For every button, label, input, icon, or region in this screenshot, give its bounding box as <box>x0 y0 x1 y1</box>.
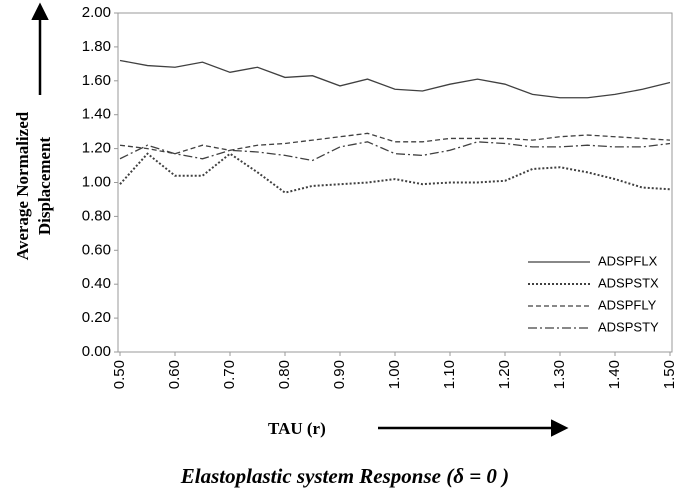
series-line <box>119 152 671 194</box>
legend-label: ADSPSTY <box>598 319 659 334</box>
x-tick-label: 0.50 <box>111 360 128 389</box>
y-tick-label: 1.40 <box>82 106 111 123</box>
plot-frame <box>117 12 673 353</box>
y-tick-label: 1.80 <box>82 38 111 55</box>
x-tick-label: 1.00 <box>386 360 403 389</box>
y-tick-label: 2.00 <box>82 4 111 21</box>
x-axis-label: TAU (r) <box>268 419 326 438</box>
x-tick-label: 0.80 <box>276 360 293 389</box>
x-tick-label: 0.90 <box>331 360 348 389</box>
y-tick-label: 1.00 <box>82 173 111 190</box>
legend-label: ADSPSTX <box>598 275 659 290</box>
x-tick-label: 1.30 <box>551 360 568 389</box>
x-tick-label: 1.10 <box>441 360 458 389</box>
y-tick-label: 0.60 <box>82 241 111 258</box>
y-tick-label: 1.60 <box>82 72 111 89</box>
x-tick-label: 0.60 <box>166 360 183 389</box>
y-axis-label: Average Normalized <box>13 111 32 260</box>
y-tick-label: 1.20 <box>82 140 111 157</box>
legend-label: ADSPFLX <box>598 253 658 268</box>
y-tick-label: 0.80 <box>82 207 111 224</box>
y-tick-label: 0.00 <box>82 343 111 360</box>
x-tick-label: 0.70 <box>221 360 238 389</box>
y-tick-label: 0.40 <box>82 275 111 292</box>
series-line <box>119 59 671 99</box>
x-tick-label: 1.20 <box>496 360 513 389</box>
x-tick-label: 1.50 <box>661 360 678 389</box>
chart-title: Elastoplastic system Response (δ = 0 ) <box>180 464 509 488</box>
y-tick-label: 0.20 <box>82 309 111 326</box>
y-axis-label: Displacement <box>35 137 54 236</box>
series-line <box>119 132 671 155</box>
x-tick-label: 1.40 <box>606 360 623 389</box>
legend-label: ADSPFLY <box>598 297 657 312</box>
